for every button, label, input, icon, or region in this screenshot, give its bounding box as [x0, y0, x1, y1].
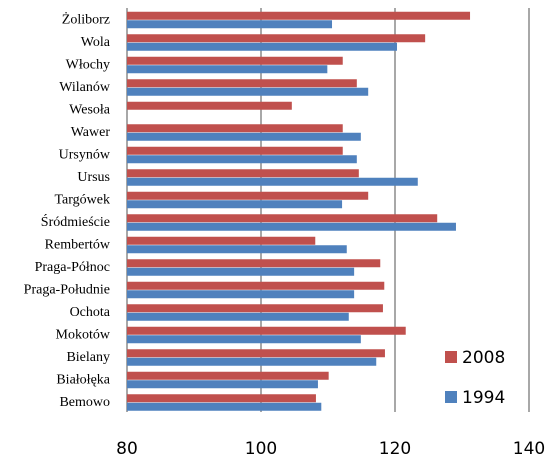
bar — [127, 34, 426, 43]
bar — [127, 20, 333, 29]
y-tick-label: Praga-Północ — [35, 260, 110, 275]
bar — [127, 42, 398, 51]
bar — [127, 169, 359, 178]
y-tick-label: Rembertów — [45, 237, 111, 252]
y-tick-label: Bielany — [66, 350, 110, 365]
y-tick-label: Wilanów — [59, 80, 111, 95]
bar — [127, 335, 361, 344]
bar — [127, 155, 357, 164]
bar — [127, 326, 406, 335]
bar — [127, 191, 369, 200]
y-tick-label: Włochy — [66, 57, 110, 72]
bar — [127, 380, 318, 389]
x-tick-label: 100 — [245, 439, 277, 459]
bar — [127, 304, 383, 313]
bar — [127, 281, 385, 290]
legend-label: 1994 — [462, 388, 505, 408]
bar — [127, 56, 343, 65]
bar — [127, 402, 322, 411]
bar — [127, 124, 343, 133]
bar — [127, 11, 471, 20]
bar — [127, 214, 438, 223]
bar — [127, 267, 355, 276]
bar — [127, 394, 316, 403]
legend-swatch — [445, 391, 457, 403]
y-tick-label: Bemowo — [59, 395, 110, 410]
bar — [127, 312, 349, 321]
bar — [127, 132, 361, 141]
y-tick-label: Wola — [81, 35, 111, 50]
y-tick-label: Żoliborz — [62, 11, 110, 27]
bar — [127, 79, 357, 88]
y-tick-label: Wesoła — [69, 102, 111, 117]
x-tick-label: 120 — [379, 439, 411, 459]
bar — [127, 200, 343, 209]
bar — [127, 259, 381, 268]
y-tick-label: Wawer — [71, 125, 111, 140]
x-tick-label: 80 — [116, 439, 138, 459]
y-tick-label: Ursus — [77, 170, 110, 185]
bar — [127, 349, 385, 358]
bar — [127, 65, 328, 74]
y-tick-label: Praga-Południe — [24, 282, 110, 297]
legend-label: 2008 — [462, 348, 505, 368]
y-tick-label: Ochota — [70, 305, 111, 320]
y-tick-label: Śródmieście — [41, 213, 110, 230]
y-tick-label: Targówek — [54, 192, 110, 207]
bar — [127, 371, 329, 380]
bar — [127, 177, 418, 186]
bar — [127, 290, 355, 299]
bar — [127, 357, 377, 366]
legend-swatch — [445, 351, 457, 363]
bar — [127, 236, 316, 245]
y-tick-label: Ursynów — [59, 147, 111, 162]
bar — [127, 87, 369, 96]
bar — [127, 222, 456, 231]
bar — [127, 245, 347, 254]
bar — [127, 146, 343, 155]
y-tick-label: Mokotów — [56, 327, 111, 342]
bar — [127, 101, 292, 110]
x-tick-label: 140 — [513, 439, 545, 459]
y-tick-label: Białołęka — [56, 372, 110, 387]
